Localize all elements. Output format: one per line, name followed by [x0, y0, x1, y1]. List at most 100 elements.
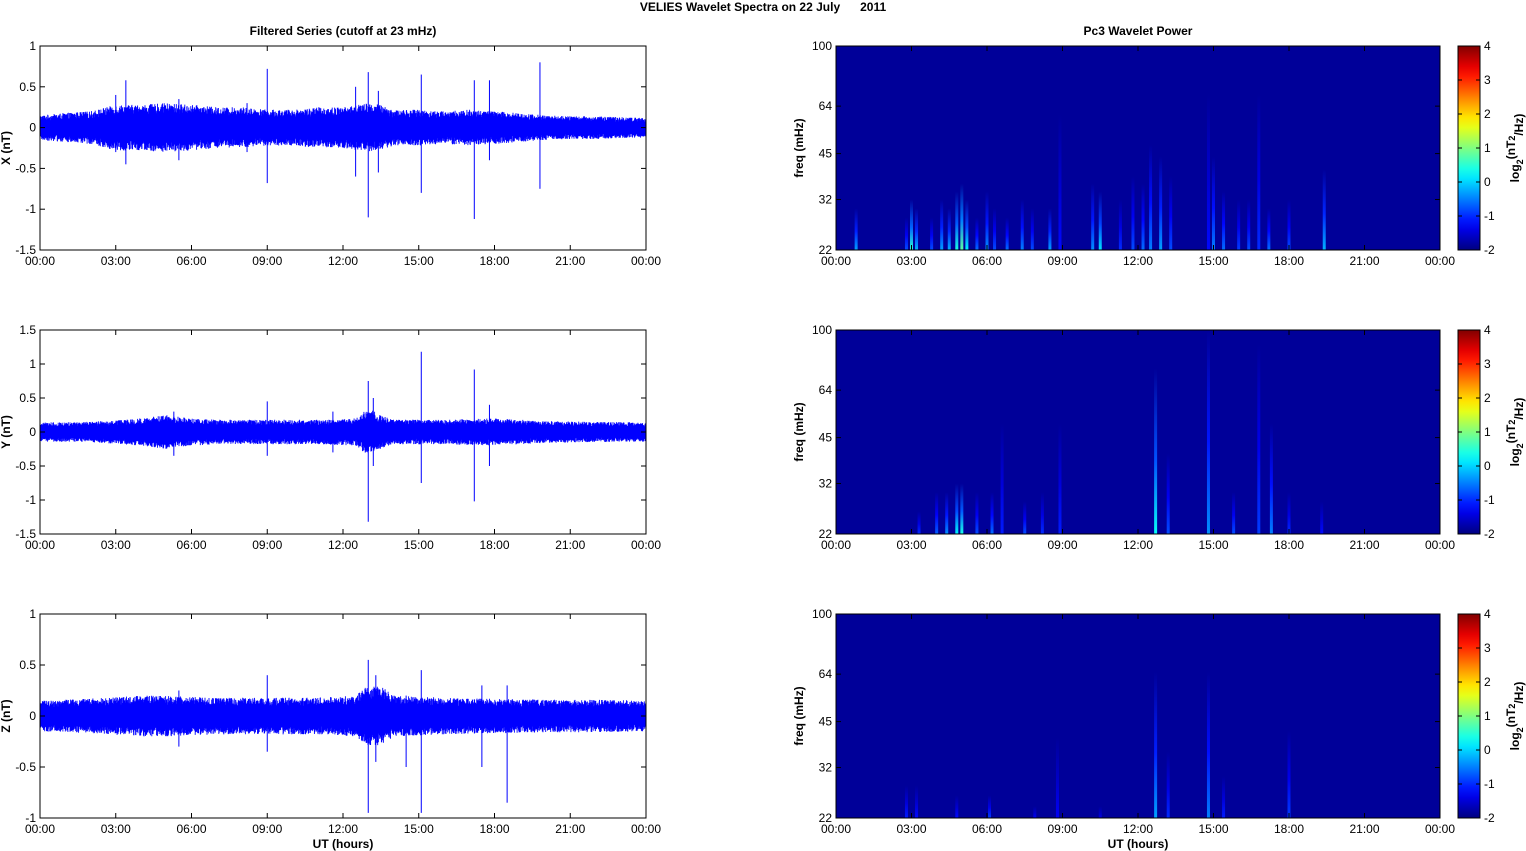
wavelet-streak: [1257, 344, 1261, 534]
wavelet-streak: [1169, 176, 1173, 250]
y-tick-label: 1: [29, 607, 36, 621]
y-tick-label: 32: [819, 761, 833, 775]
colorbar-tick-label: -1: [1484, 777, 1495, 791]
wavelet-streak: [1040, 492, 1044, 534]
wavelet-streak: [910, 199, 913, 250]
wavelet-streak: [1322, 169, 1326, 250]
wavelet-streak: [915, 208, 919, 250]
wavelet-streak: [975, 217, 979, 250]
y-tick-label: 64: [819, 99, 833, 113]
wavelet-streak: [904, 217, 908, 250]
wavelet-streak: [1131, 176, 1135, 250]
colorbar-tick-label: 4: [1484, 323, 1491, 337]
wavelet-streak: [1154, 672, 1158, 818]
y-tick-label: 22: [819, 243, 833, 257]
x-tick-label: 09:00: [252, 538, 282, 552]
wavelet-streak: [960, 483, 964, 534]
wavelet-streak: [955, 795, 959, 818]
y-tick-label: 100: [812, 607, 832, 621]
wavelet-streak: [1287, 730, 1291, 818]
y-tick-label: 0: [29, 709, 36, 723]
y-tick-label: -1.5: [15, 527, 36, 541]
y-axis-label: freq (mHz): [792, 402, 806, 461]
colorbar-tick-label: 1: [1484, 425, 1491, 439]
colorbar-tick-label: 2: [1484, 675, 1491, 689]
colorbar-tick-label: -2: [1484, 811, 1495, 825]
wavelet-streak: [935, 492, 939, 534]
x-tick-label: 21:00: [1349, 538, 1379, 552]
y-tick-label: 0.5: [19, 658, 36, 672]
wavelet-streak: [1000, 423, 1004, 534]
wavelet-streak: [1166, 453, 1170, 534]
wavelet-streak: [1118, 199, 1122, 250]
wavelet-streak: [904, 785, 908, 818]
colorbar-tick-label: 2: [1484, 107, 1491, 121]
x-tick-label: 00:00: [25, 538, 55, 552]
y-tick-label: 0: [29, 121, 36, 135]
y-tick-label: 1: [29, 39, 36, 53]
colorbar-tick-label: 3: [1484, 641, 1491, 655]
x-tick-label: 15:00: [1198, 254, 1228, 268]
heatmap-background: [836, 330, 1440, 534]
y-tick-label: -0.5: [15, 760, 36, 774]
wavelet-streak: [993, 208, 997, 250]
wavelet-streak: [1141, 183, 1145, 250]
wavelet-streak: [947, 208, 951, 250]
wavelet-streak: [1048, 208, 1052, 250]
colorbar-tick-label: 0: [1484, 175, 1491, 189]
wavelet-streak: [1247, 199, 1251, 250]
y-tick-label: -1: [25, 493, 36, 507]
x-tick-label: 12:00: [1123, 254, 1153, 268]
wavelet-streak: [1098, 191, 1102, 250]
wavelet-streak: [1098, 806, 1102, 818]
wavelet-streak: [854, 208, 858, 250]
x-tick-label: 21:00: [555, 538, 585, 552]
y-tick-label: 45: [819, 715, 833, 729]
wavelet-streak: [1320, 501, 1324, 534]
x-tick-label: 12:00: [328, 822, 358, 836]
x-tick-label: 00:00: [821, 822, 851, 836]
y-tick-label: -1: [25, 811, 36, 825]
y-tick-label: -1: [25, 202, 36, 216]
wavelet-streak: [1237, 199, 1241, 250]
wavelet-streak: [1257, 94, 1261, 251]
wavelet-streak: [1005, 217, 1009, 250]
x-tick-label: 00:00: [1425, 538, 1455, 552]
colorbar-tick-label: 0: [1484, 743, 1491, 757]
x-tick-label: 12:00: [328, 254, 358, 268]
wavelet-streak: [1091, 183, 1095, 250]
wavelet-streak: [1232, 492, 1236, 534]
x-tick-label: 15:00: [404, 822, 434, 836]
x-tick-label: 00:00: [631, 822, 661, 836]
x-tick-label: 21:00: [555, 254, 585, 268]
colorbar-tick-label: 3: [1484, 357, 1491, 371]
wavelet-streak: [1287, 199, 1291, 250]
wavelet-streak: [988, 795, 992, 818]
timeseries-x: 10.50-0.5-1-1.500:00 03:00 06:00 09:00 12:00…: [0, 39, 661, 268]
x-tick-label: 09:00: [1047, 822, 1077, 836]
y-tick-label: 1.5: [19, 323, 36, 337]
timeseries-y: 1.510.50-0.5-1-1.500:00 03:00 06:00 09:00 12…: [0, 323, 661, 552]
wavelet-streak: [1166, 751, 1170, 818]
colorbar-tick-label: 4: [1484, 39, 1491, 53]
colorbar-tick-label: 2: [1484, 391, 1491, 405]
wavelet-streak: [930, 217, 934, 250]
y-tick-label: 100: [812, 39, 832, 53]
wavelet-streak: [1269, 423, 1273, 534]
x-tick-label: 00:00: [25, 822, 55, 836]
x-axis-label: UT (hours): [313, 837, 374, 851]
wavelet-streak: [1267, 208, 1271, 250]
heatmap-background: [836, 614, 1440, 818]
wavelet-streak: [1058, 114, 1062, 250]
x-tick-label: 15:00: [1198, 822, 1228, 836]
x-tick-label: 15:00: [404, 254, 434, 268]
wavelet-streak: [1206, 672, 1210, 818]
x-tick-label: 00:00: [1425, 254, 1455, 268]
y-tick-label: 22: [819, 527, 833, 541]
x-tick-label: 06:00: [176, 538, 206, 552]
wavelet-streak: [1149, 144, 1153, 250]
y-axis-label: Z (nT): [0, 699, 13, 732]
y-tick-label: 32: [819, 477, 833, 491]
